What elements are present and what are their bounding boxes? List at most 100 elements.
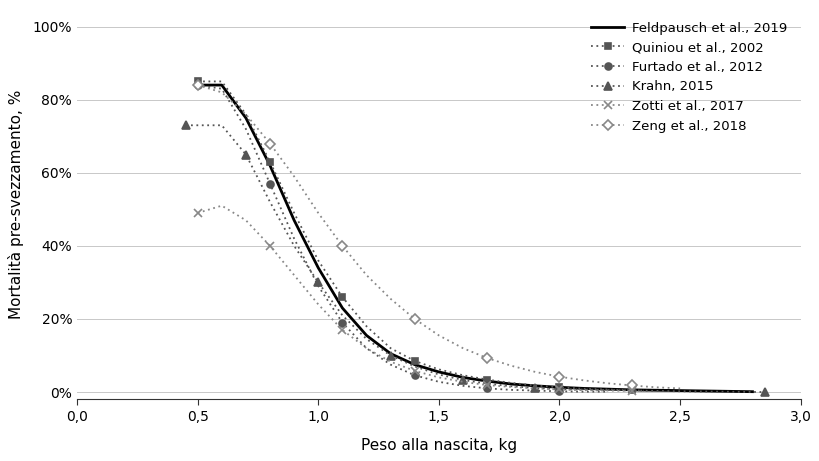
Krahn, 2015 <box>216 123 226 128</box>
Zeng et al., 2018 <box>433 333 443 338</box>
Zotti et al., 2017 <box>554 387 563 392</box>
Zeng et al., 2018 <box>385 296 395 301</box>
Feldpausch et al., 2019 <box>385 351 395 356</box>
Zeng et al., 2018 <box>505 363 515 368</box>
Zeng et al., 2018 <box>361 272 371 278</box>
Zeng et al., 2018 <box>410 316 419 322</box>
Quiniou et al., 2002 <box>482 377 491 382</box>
Zotti et al., 2017 <box>313 301 323 307</box>
Furtado et al., 2012 <box>505 387 515 393</box>
Quiniou et al., 2002 <box>265 159 274 165</box>
Feldpausch et al., 2019 <box>265 163 274 168</box>
Feldpausch et al., 2019 <box>578 386 588 391</box>
Zeng et al., 2018 <box>650 384 660 390</box>
Quiniou et al., 2002 <box>385 345 395 351</box>
Zeng et al., 2018 <box>337 243 347 248</box>
Line: Furtado et al., 2012: Furtado et al., 2012 <box>194 82 610 395</box>
Feldpausch et al., 2019 <box>482 378 491 384</box>
Quiniou et al., 2002 <box>192 79 202 84</box>
Zeng et al., 2018 <box>241 112 251 117</box>
Furtado et al., 2012 <box>192 83 202 88</box>
Krahn, 2015 <box>337 313 347 318</box>
Feldpausch et al., 2019 <box>313 265 323 271</box>
Line: Zotti et al., 2017: Zotti et al., 2017 <box>193 201 636 395</box>
Feldpausch et al., 2019 <box>602 386 612 392</box>
Zotti et al., 2017 <box>361 345 371 351</box>
Y-axis label: Mortalità pre-svezzamento, %: Mortalità pre-svezzamento, % <box>8 89 25 319</box>
Zotti et al., 2017 <box>578 387 588 393</box>
Quiniou et al., 2002 <box>361 324 371 329</box>
Krahn, 2015 <box>505 384 515 389</box>
Furtado et al., 2012 <box>313 284 323 289</box>
Krahn, 2015 <box>265 199 274 205</box>
Krahn, 2015 <box>530 385 540 391</box>
Quiniou et al., 2002 <box>627 387 636 393</box>
Krahn, 2015 <box>433 372 443 377</box>
Zeng et al., 2018 <box>674 386 684 391</box>
Feldpausch et al., 2019 <box>722 389 732 394</box>
Furtado et al., 2012 <box>361 345 371 351</box>
Feldpausch et al., 2019 <box>650 387 660 393</box>
Zotti et al., 2017 <box>433 375 443 380</box>
Zeng et al., 2018 <box>482 355 491 361</box>
Furtado et al., 2012 <box>433 379 443 384</box>
Quiniou et al., 2002 <box>458 372 468 378</box>
Zeng et al., 2018 <box>192 83 202 88</box>
Krahn, 2015 <box>385 353 395 358</box>
Zotti et al., 2017 <box>241 218 251 223</box>
Feldpausch et al., 2019 <box>554 384 563 390</box>
Feldpausch et al., 2019 <box>410 362 419 367</box>
Feldpausch et al., 2019 <box>699 388 708 394</box>
Krahn, 2015 <box>458 377 468 383</box>
Feldpausch et al., 2019 <box>458 375 468 380</box>
Quiniou et al., 2002 <box>602 387 612 392</box>
Zotti et al., 2017 <box>530 386 540 391</box>
Furtado et al., 2012 <box>578 389 588 395</box>
Zeng et al., 2018 <box>627 383 636 388</box>
Feldpausch et al., 2019 <box>674 388 684 393</box>
Zeng et al., 2018 <box>265 141 274 146</box>
Zotti et al., 2017 <box>602 388 612 393</box>
Furtado et al., 2012 <box>530 388 540 393</box>
Furtado et al., 2012 <box>602 389 612 395</box>
Zotti et al., 2017 <box>505 384 515 390</box>
Quiniou et al., 2002 <box>241 112 251 117</box>
Quiniou et al., 2002 <box>313 258 323 263</box>
Line: Krahn, 2015: Krahn, 2015 <box>181 121 767 396</box>
Furtado et al., 2012 <box>216 86 226 91</box>
Feldpausch et al., 2019 <box>361 333 371 338</box>
Furtado et al., 2012 <box>241 126 251 132</box>
Krahn, 2015 <box>192 123 202 128</box>
Krahn, 2015 <box>758 389 768 395</box>
Furtado et al., 2012 <box>289 236 299 241</box>
Quiniou et al., 2002 <box>505 380 515 386</box>
Feldpausch et al., 2019 <box>433 369 443 375</box>
Zeng et al., 2018 <box>458 345 468 351</box>
Zotti et al., 2017 <box>482 382 491 388</box>
Krahn, 2015 <box>482 381 491 386</box>
Quiniou et al., 2002 <box>216 79 226 84</box>
Zotti et al., 2017 <box>458 379 468 384</box>
Furtado et al., 2012 <box>482 386 491 391</box>
Feldpausch et al., 2019 <box>530 383 540 389</box>
Quiniou et al., 2002 <box>530 383 540 388</box>
Quiniou et al., 2002 <box>433 366 443 372</box>
Legend: Feldpausch et al., 2019, Quiniou et al., 2002, Furtado et al., 2012, Krahn, 2015: Feldpausch et al., 2019, Quiniou et al.,… <box>584 15 793 139</box>
X-axis label: Peso alla nascita, kg: Peso alla nascita, kg <box>360 437 516 453</box>
Furtado et al., 2012 <box>265 181 274 187</box>
Quiniou et al., 2002 <box>578 386 588 391</box>
Feldpausch et al., 2019 <box>192 83 202 88</box>
Line: Feldpausch et al., 2019: Feldpausch et al., 2019 <box>197 85 752 392</box>
Zotti et al., 2017 <box>192 210 202 216</box>
Furtado et al., 2012 <box>554 389 563 394</box>
Zeng et al., 2018 <box>602 380 612 386</box>
Feldpausch et al., 2019 <box>216 83 226 88</box>
Feldpausch et al., 2019 <box>747 389 757 395</box>
Furtado et al., 2012 <box>385 362 395 367</box>
Zeng et al., 2018 <box>313 210 323 216</box>
Zotti et al., 2017 <box>216 203 226 208</box>
Krahn, 2015 <box>361 336 371 342</box>
Zotti et al., 2017 <box>627 388 636 394</box>
Krahn, 2015 <box>289 243 299 248</box>
Krahn, 2015 <box>554 386 563 392</box>
